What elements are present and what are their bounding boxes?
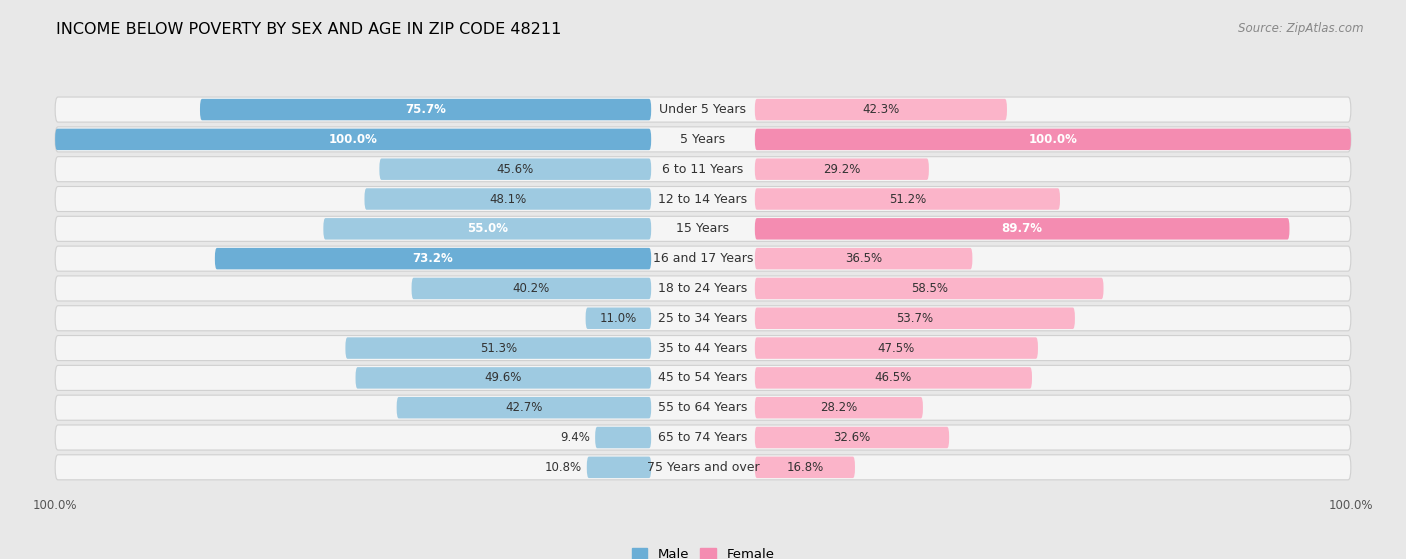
Text: 35 to 44 Years: 35 to 44 Years [658,342,748,354]
FancyBboxPatch shape [55,276,1351,301]
FancyBboxPatch shape [755,278,1104,299]
Text: 40.2%: 40.2% [513,282,550,295]
Text: 55 to 64 Years: 55 to 64 Years [658,401,748,414]
FancyBboxPatch shape [396,397,651,419]
Text: 16.8%: 16.8% [786,461,824,474]
FancyBboxPatch shape [55,246,1351,271]
FancyBboxPatch shape [755,248,973,269]
FancyBboxPatch shape [55,127,1351,152]
FancyBboxPatch shape [55,187,1351,211]
FancyBboxPatch shape [55,306,1351,331]
FancyBboxPatch shape [755,457,855,478]
Text: 18 to 24 Years: 18 to 24 Years [658,282,748,295]
Text: 47.5%: 47.5% [877,342,915,354]
FancyBboxPatch shape [55,157,1351,182]
FancyBboxPatch shape [755,397,922,419]
Text: 89.7%: 89.7% [1001,222,1043,235]
Text: 65 to 74 Years: 65 to 74 Years [658,431,748,444]
FancyBboxPatch shape [215,248,651,269]
FancyBboxPatch shape [55,335,1351,361]
FancyBboxPatch shape [755,427,949,448]
Text: 45.6%: 45.6% [496,163,534,176]
Text: 100.0%: 100.0% [1329,499,1374,511]
Text: Under 5 Years: Under 5 Years [659,103,747,116]
Text: 9.4%: 9.4% [560,431,591,444]
Text: 42.3%: 42.3% [862,103,900,116]
FancyBboxPatch shape [323,218,651,240]
FancyBboxPatch shape [55,366,1351,390]
FancyBboxPatch shape [755,337,1038,359]
Text: 100.0%: 100.0% [329,133,378,146]
FancyBboxPatch shape [755,99,1007,120]
Text: 55.0%: 55.0% [467,222,508,235]
FancyBboxPatch shape [55,216,1351,241]
Text: 12 to 14 Years: 12 to 14 Years [658,192,748,206]
Legend: Male, Female: Male, Female [626,542,780,559]
Text: 100.0%: 100.0% [1028,133,1077,146]
Text: 28.2%: 28.2% [820,401,858,414]
FancyBboxPatch shape [586,457,651,478]
FancyBboxPatch shape [586,307,651,329]
Text: INCOME BELOW POVERTY BY SEX AND AGE IN ZIP CODE 48211: INCOME BELOW POVERTY BY SEX AND AGE IN Z… [56,22,561,37]
Text: 100.0%: 100.0% [32,499,77,511]
Text: 75.7%: 75.7% [405,103,446,116]
Text: 5 Years: 5 Years [681,133,725,146]
FancyBboxPatch shape [380,158,651,180]
Text: 48.1%: 48.1% [489,192,526,206]
FancyBboxPatch shape [412,278,651,299]
Text: 49.6%: 49.6% [485,371,522,385]
Text: 29.2%: 29.2% [823,163,860,176]
Text: 25 to 34 Years: 25 to 34 Years [658,312,748,325]
Text: Source: ZipAtlas.com: Source: ZipAtlas.com [1239,22,1364,35]
Text: 75 Years and over: 75 Years and over [647,461,759,474]
FancyBboxPatch shape [55,425,1351,450]
FancyBboxPatch shape [55,97,1351,122]
Text: 15 Years: 15 Years [676,222,730,235]
Text: 51.2%: 51.2% [889,192,927,206]
FancyBboxPatch shape [346,337,651,359]
FancyBboxPatch shape [755,307,1076,329]
Text: 32.6%: 32.6% [834,431,870,444]
FancyBboxPatch shape [364,188,651,210]
Text: 53.7%: 53.7% [896,312,934,325]
FancyBboxPatch shape [755,367,1032,389]
FancyBboxPatch shape [55,395,1351,420]
Text: 58.5%: 58.5% [911,282,948,295]
FancyBboxPatch shape [755,129,1351,150]
FancyBboxPatch shape [595,427,651,448]
FancyBboxPatch shape [356,367,651,389]
FancyBboxPatch shape [200,99,651,120]
FancyBboxPatch shape [55,129,651,150]
Text: 6 to 11 Years: 6 to 11 Years [662,163,744,176]
FancyBboxPatch shape [755,218,1289,240]
Text: 45 to 54 Years: 45 to 54 Years [658,371,748,385]
Text: 11.0%: 11.0% [600,312,637,325]
Text: 51.3%: 51.3% [479,342,517,354]
Text: 16 and 17 Years: 16 and 17 Years [652,252,754,265]
FancyBboxPatch shape [755,188,1060,210]
FancyBboxPatch shape [755,158,929,180]
Text: 36.5%: 36.5% [845,252,882,265]
Text: 46.5%: 46.5% [875,371,912,385]
Text: 10.8%: 10.8% [544,461,582,474]
Text: 42.7%: 42.7% [505,401,543,414]
FancyBboxPatch shape [55,455,1351,480]
Text: 73.2%: 73.2% [412,252,453,265]
